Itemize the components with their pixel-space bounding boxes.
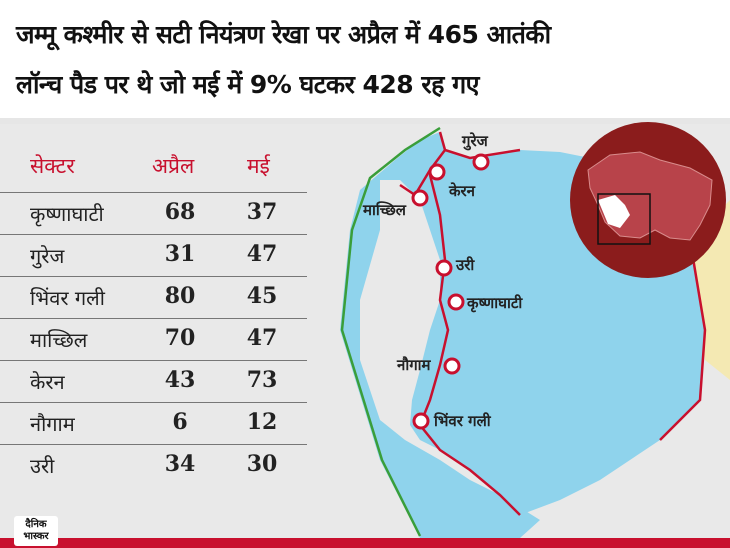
brand-logo: दैनिक भास्कर	[14, 516, 58, 546]
cell-sector: नौगाम	[30, 412, 75, 436]
marker-bhimbergali	[412, 412, 430, 430]
data-table: सेक्टर अप्रैल मई कृष्णाघाटी 68 37 गुरेज …	[0, 146, 307, 486]
logo-line-2: भास्कर	[23, 531, 49, 542]
cell-may: 47	[246, 241, 278, 267]
boundary-line	[340, 126, 441, 537]
label-machhil: माच्छिल	[362, 201, 407, 219]
label-keran: केरन	[448, 182, 476, 200]
cell-may: 12	[246, 409, 278, 435]
loc-line	[399, 131, 707, 516]
inset-locator	[570, 122, 726, 278]
table-row: कृष्णाघाटी 68 37	[0, 192, 307, 234]
header-sector: सेक्टर	[30, 154, 75, 178]
header-april: अप्रैल	[152, 154, 195, 178]
cell-sector: कृष्णाघाटी	[30, 202, 104, 226]
cell-april: 70	[164, 325, 196, 351]
marker-krishnaghati	[447, 293, 465, 311]
cell-april: 6	[172, 409, 188, 435]
table-header: सेक्टर अप्रैल मई	[0, 146, 307, 192]
footer-bar	[0, 538, 730, 548]
cell-sector: गुरेज	[30, 244, 65, 268]
headline-line-2: लॉन्च पैड पर थे जो मई में 9% घटकर 428 रह…	[16, 70, 480, 99]
cell-may: 45	[246, 283, 278, 309]
cell-may: 37	[246, 199, 278, 225]
header-may: मई	[247, 154, 270, 178]
table-row: माच्छिल 70 47	[0, 318, 307, 360]
table-row: भिंवर गली 80 45	[0, 276, 307, 318]
cell-sector: उरी	[30, 454, 55, 478]
marker-gurez	[472, 153, 490, 171]
table-row: उरी 34 30	[0, 444, 307, 486]
inset-box	[597, 193, 651, 245]
cell-may: 47	[246, 325, 278, 351]
label-gurez: गुरेज	[461, 132, 489, 151]
cell-sector: भिंवर गली	[30, 286, 105, 310]
table-row: केरन 43 73	[0, 360, 307, 402]
label-bhimbergali: भिंवर गली	[433, 412, 492, 430]
cell-may: 73	[246, 367, 278, 393]
marker-keran	[428, 163, 446, 181]
cell-april: 31	[164, 241, 196, 267]
table-row: गुरेज 31 47	[0, 234, 307, 276]
cell-april: 80	[164, 283, 196, 309]
label-naugam: नौगाम	[396, 356, 432, 374]
cell-april: 34	[164, 451, 196, 477]
cell-sector: केरन	[30, 370, 65, 394]
cell-april: 68	[164, 199, 196, 225]
inset-highlight	[598, 195, 630, 228]
cell-sector: माच्छिल	[30, 328, 88, 352]
headline: जम्मू कश्मीर से सटी नियंत्रण रेखा पर अप्…	[16, 10, 716, 110]
label-uri: उरी	[455, 256, 475, 274]
logo-line-1: दैनिक	[25, 519, 47, 530]
label-krishnaghati: कृष्णाघाटी	[466, 294, 523, 313]
marker-machhil	[411, 189, 429, 207]
headline-line-1: जम्मू कश्मीर से सटी नियंत्रण रेखा पर अप्…	[16, 20, 551, 49]
table-row: नौगाम 6 12	[0, 402, 307, 444]
cell-april: 43	[164, 367, 196, 393]
marker-uri	[435, 259, 453, 277]
cell-may: 30	[246, 451, 278, 477]
marker-naugam	[443, 357, 461, 375]
divider	[0, 118, 730, 124]
